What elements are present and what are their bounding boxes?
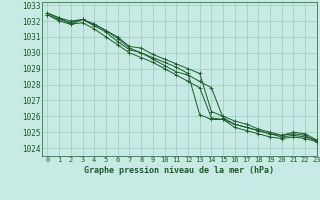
X-axis label: Graphe pression niveau de la mer (hPa): Graphe pression niveau de la mer (hPa) [84,166,274,175]
